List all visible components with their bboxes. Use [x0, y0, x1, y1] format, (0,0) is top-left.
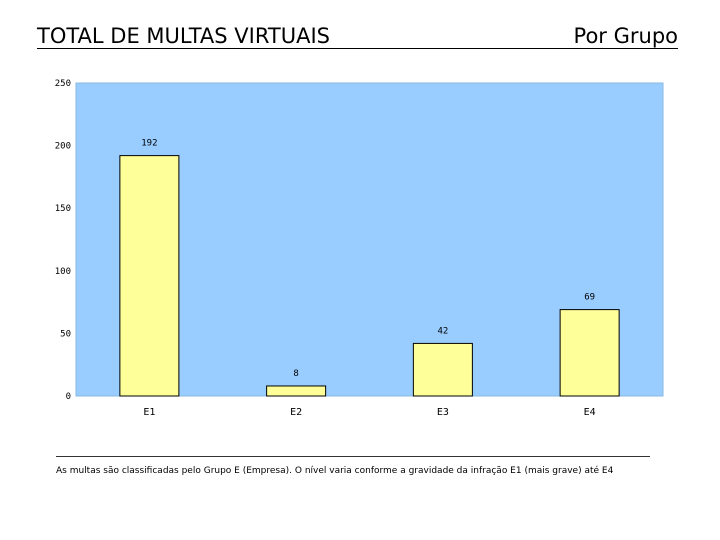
x-tick-label: E2: [290, 407, 302, 418]
bar-e4: [559, 309, 620, 397]
data-label-e2: 8: [293, 369, 298, 379]
title-underline: [37, 48, 678, 49]
y-tick-label: 200: [55, 142, 71, 152]
y-tick-label: 0: [66, 392, 71, 402]
data-label-e3: 42: [437, 326, 448, 336]
footer-note: As multas são classificadas pelo Grupo E…: [56, 466, 614, 476]
bars-group: [119, 155, 620, 397]
bar-e3: [412, 342, 473, 397]
bar-e2: [266, 385, 327, 397]
x-tick-label: E1: [143, 407, 155, 418]
y-tick-label: 250: [55, 79, 71, 89]
page-title: TOTAL DE MULTAS VIRTUAIS: [37, 24, 330, 48]
y-tick-label: 150: [55, 204, 71, 214]
y-axis-ticks: 0 50 100 150 200 250: [55, 79, 71, 402]
footer-rule: [56, 456, 650, 457]
x-axis-ticks: E1 E2 E3 E4: [143, 407, 595, 418]
y-tick-label: 100: [55, 267, 71, 277]
bar-e1: [119, 155, 180, 397]
data-labels-group: 192 8 42 69: [141, 139, 595, 379]
x-tick-label: E4: [584, 407, 596, 418]
y-tick-label: 50: [60, 329, 71, 339]
data-label-e1: 192: [141, 139, 157, 149]
data-label-e4: 69: [584, 293, 595, 303]
title-row: TOTAL DE MULTAS VIRTUAIS Por Grupo: [37, 22, 678, 52]
page-subtitle: Por Grupo: [573, 24, 678, 48]
x-tick-label: E3: [437, 407, 449, 418]
